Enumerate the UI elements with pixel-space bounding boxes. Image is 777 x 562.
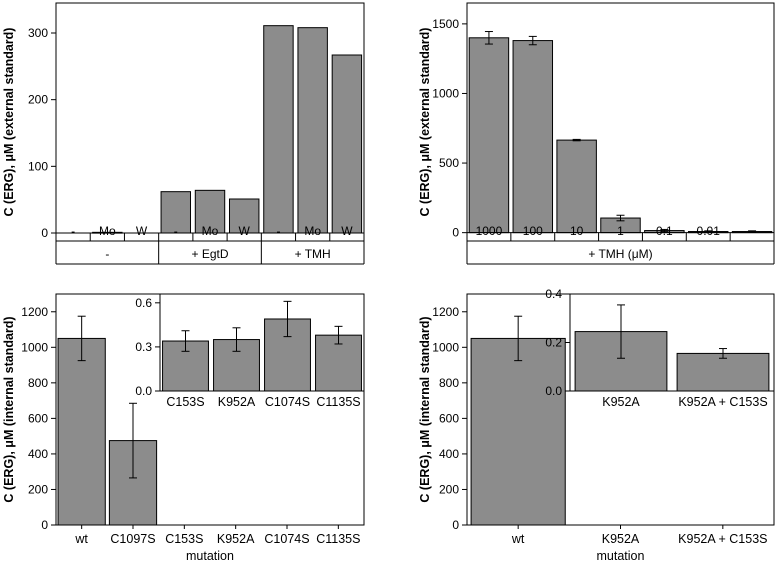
panel-b-ylabel: C (ERG), μM (external standard) [418,28,432,217]
panel-c-ytick-label: 0 [41,518,48,532]
panel-a-cat-label: - [71,224,75,238]
panel-b-cat-label: 100 [523,224,543,238]
panel-a-cat-label: - [174,224,178,238]
panel-c-xtick-label: K952A [217,532,255,546]
panel-a-ylabel: C (ERG), μM (external standard) [2,28,16,217]
panel-d-inset-bar [676,352,770,392]
panel-d-ytick-label: 1000 [432,340,459,354]
panel-b-ytick-label: 1500 [432,17,459,31]
panel-a-ytick-label: 300 [28,26,48,40]
panel-c-bar [57,337,106,526]
panel-a-bar [194,189,226,234]
panel-c-ytick-label: 200 [28,482,48,496]
panel-c-ytick-label: 1000 [21,340,48,354]
panel-c-xlabel: mutation [186,549,234,562]
panel-b-ytick-label: 0 [452,226,459,240]
panel-a-ytick-label: 100 [28,159,48,173]
panel-d-ytick-label: 400 [439,447,459,461]
panel-d-xtick-label: K952A [602,532,640,546]
panel-d-inset-ytick-label: 0.2 [545,336,562,350]
panel-c-xtick-label: C153S [165,532,203,546]
panel-a-bar [263,25,294,234]
panel-d-inset-ytick-label: 0.4 [545,287,562,301]
panel-b-ytick-label: 500 [439,156,459,170]
panel-b-ytick-label: 1000 [432,86,459,100]
panel-a-cat-label: W [239,224,251,238]
panel-b-bar [556,139,597,234]
panel-d-bar [470,337,566,526]
panel-c-inset-frame [159,293,365,392]
panel-b-cat-label: 0.1 [656,224,673,238]
panel-c-ytick-label: 1200 [21,305,48,319]
panel-c-xtick-label: C1097S [110,532,155,546]
panel-c-ytick-label: 600 [28,411,48,425]
panel-a-cat-label: - [276,224,280,238]
panel-d-ytick-label: 200 [439,482,459,496]
panel-b-cat-label: 1 [617,224,624,238]
panel-c-inset-xtick-label: C153S [166,395,204,409]
panel-b-bar [468,37,510,234]
panel-d-ytick-label: 800 [439,376,459,390]
panel-a-cat-label: W [341,224,353,238]
panel-c-xtick-label: C1135S [316,532,360,546]
panel-b-bar [512,40,554,234]
panel-d-ytick-label: 1200 [432,305,459,319]
panel-a-group-label: + EgtD [191,247,228,261]
panel-d-ytick-label: 0 [452,518,459,532]
panel-d-ylabel: C (ERG), μM (internal standard) [418,316,432,502]
panel-a-cat-label: W [136,224,148,238]
panel-c-inset-xtick-label: C1135S [316,395,360,409]
panel-c-ytick-label: 800 [28,376,48,390]
panel-a-bar [229,198,260,234]
panel-c-inset-ytick-label: 0.6 [135,296,152,310]
panel-c-inset-ytick-label: 0.0 [135,384,152,398]
panel-b-cat-label: 10 [570,224,584,238]
panel-c-xtick-label: C1074S [264,532,309,546]
panel-c-inset-xtick-label: C1074S [265,395,310,409]
panel-d-xlabel: mutation [597,549,645,562]
panel-c-inset-ytick-label: 0.3 [135,340,152,354]
panel-a-bar [297,27,328,234]
panel-d-xtick-label: wt [511,532,525,546]
panel-c-xtick-label: wt [74,532,88,546]
panel-b-group-label: + TMH (μM) [588,247,652,261]
panel-c-ytick-label: 400 [28,447,48,461]
panel-b-cat-label: - [750,224,754,238]
panel-d-ytick-label: 600 [439,411,459,425]
panel-a-bar [331,54,363,234]
panel-a-cat-label: Mo [99,224,116,238]
panel-a-cat-label: Mo [304,224,321,238]
panel-b-frame [466,2,775,242]
panel-a-cat-label: Mo [202,224,219,238]
panel-c-inset-xtick-label: K952A [218,395,256,409]
panel-a-group-label: + TMH [295,247,331,261]
panel-b-cat-label: 1000 [476,224,503,238]
panel-a-ytick-label: 200 [28,93,48,107]
panel-a-group-label: - [105,247,109,261]
panel-b-cat-label: 0.01 [697,224,721,238]
panel-d-inset-xtick-label: K952A [602,395,640,409]
panel-d-xtick-label: K952A + C153S [678,532,767,546]
panel-d-inset-xtick-label: K952A + C153S [678,395,767,409]
panel-a-frame [55,2,365,242]
panel-c-ylabel: C (ERG), μM (internal standard) [2,316,16,502]
panel-d-inset-ytick-label: 0.0 [545,384,562,398]
panel-a-ytick-label: 0 [41,226,48,240]
